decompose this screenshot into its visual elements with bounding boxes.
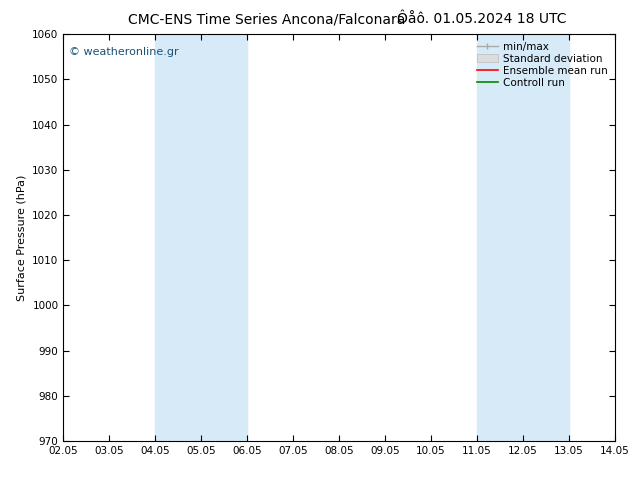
Bar (477, 34, 523, 441)
Bar (202, 34, 247, 441)
Text: CMC-ENS Time Series Ancona/Falconara: CMC-ENS Time Series Ancona/Falconara (127, 12, 405, 26)
Legend: min/max, Standard deviation, Ensemble mean run, Controll run: min/max, Standard deviation, Ensemble me… (473, 37, 612, 92)
Text: © weatheronline.gr: © weatheronline.gr (69, 47, 179, 56)
Text: Ôåô. 01.05.2024 18 UTC: Ôåô. 01.05.2024 18 UTC (397, 12, 567, 26)
Bar (155, 34, 202, 441)
Bar (523, 34, 569, 441)
Y-axis label: Surface Pressure (hPa): Surface Pressure (hPa) (16, 174, 27, 301)
